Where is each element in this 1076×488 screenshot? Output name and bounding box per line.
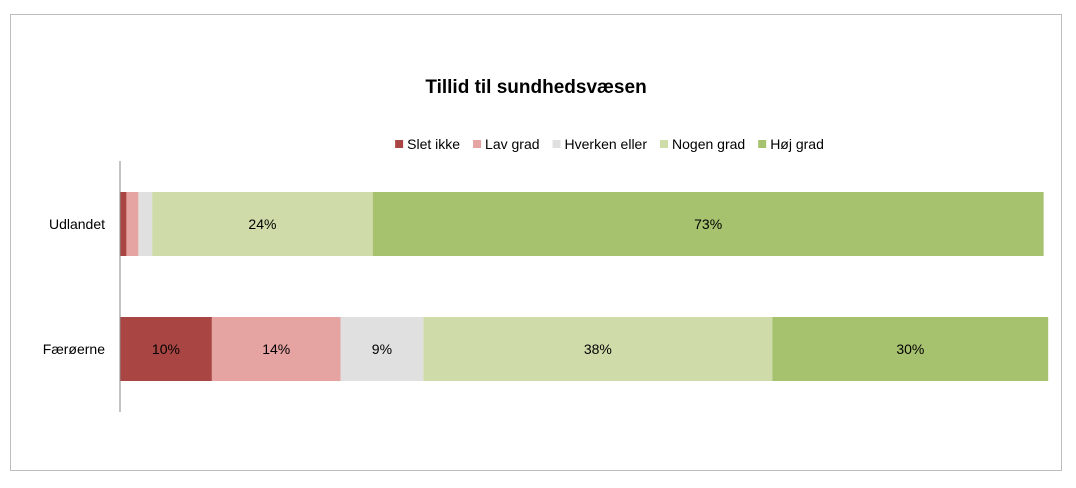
category-label-faeroerne: Færøerne (43, 341, 105, 357)
category-label-udlandet: Udlandet (49, 216, 105, 232)
data-label-faeroerne-lav-grad: 14% (262, 341, 290, 357)
legend-swatch-hverken-eller (552, 140, 561, 148)
legend: Slet ikke Lav grad Hverken eller Nogen grad… (395, 136, 824, 152)
legend-swatch-nogen-grad (660, 140, 669, 148)
legend-swatch-slet-ikke (395, 140, 404, 148)
category-axis-labels: Udlandet Færøerne (43, 216, 105, 357)
data-label-faeroerne-nogen-grad: 38% (584, 341, 612, 357)
legend-swatch-hoj-grad (758, 140, 767, 148)
legend-label-slet-ikke: Slet ikke (407, 136, 460, 152)
bar-udlandet-lav-grad (126, 192, 139, 256)
data-label-faeroerne-hverken-eller: 9% (372, 341, 392, 357)
chart-title: Tillid til sundhedsvæsen (425, 77, 646, 98)
bar-udlandet-slet-ikke (120, 192, 127, 256)
legend-label-lav-grad: Lav grad (485, 136, 539, 152)
bar-faeroerne-slet-ikke (120, 317, 212, 381)
data-label-faeroerne-slet-ikke: 10% (152, 341, 180, 357)
bars: 24% 73% 10% 14% 9% 38% 30% (120, 192, 1049, 381)
legend-label-hoj-grad: Høj grad (770, 136, 824, 152)
bar-udlandet-hoj-grad (372, 192, 1044, 256)
chart-frame: Tillid til sundhedsvæsen Slet ikke Lav gr… (10, 14, 1062, 471)
stacked-bar-chart: Tillid til sundhedsvæsen Slet ikke Lav gr… (43, 77, 1049, 412)
data-label-udlandet-hoj-grad: 73% (694, 216, 722, 232)
bar-faeroerne-nogen-grad (423, 317, 773, 381)
bar-udlandet-nogen-grad (152, 192, 373, 256)
bar-faeroerne-hverken-eller (340, 317, 424, 381)
bar-faeroerne-hoj-grad (772, 317, 1049, 381)
data-label-faeroerne-hoj-grad: 30% (896, 341, 924, 357)
legend-swatch-lav-grad (473, 140, 482, 148)
legend-label-nogen-grad: Nogen grad (672, 136, 745, 152)
legend-label-hverken-eller: Hverken eller (565, 136, 648, 152)
data-label-udlandet-nogen-grad: 24% (248, 216, 276, 232)
bar-udlandet-hverken-eller (138, 192, 153, 256)
bar-faeroerne-lav-grad (211, 317, 341, 381)
